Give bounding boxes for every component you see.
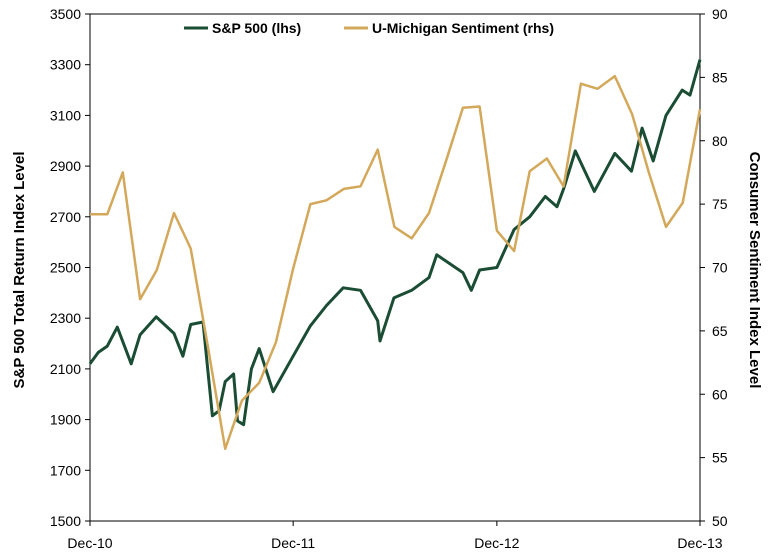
right-axis-title: Consumer Sentiment Index Level bbox=[746, 152, 763, 389]
x-tick-label: Dec-12 bbox=[474, 535, 519, 551]
legend: S&P 500 (lhs) U-Michigan Sentiment (rhs) bbox=[184, 20, 554, 36]
right-tick-label: 75 bbox=[712, 196, 728, 212]
left-tick-label: 2300 bbox=[50, 310, 81, 326]
left-tick-label: 2700 bbox=[50, 209, 81, 225]
right-tick-label: 55 bbox=[712, 450, 728, 466]
plot-frame bbox=[89, 13, 701, 522]
left-tick-label: 3100 bbox=[50, 107, 81, 123]
left-tick-label: 2500 bbox=[50, 260, 81, 276]
right-tick-label: 80 bbox=[712, 133, 728, 149]
left-tick-label: 2900 bbox=[50, 158, 81, 174]
series-layer bbox=[88, 59, 702, 451]
left-tick-label: 3500 bbox=[50, 6, 81, 22]
right-tick-label: 50 bbox=[712, 513, 728, 529]
right-axis-ticks: 50 55 60 65 70 75 80 85 90 bbox=[700, 6, 728, 529]
left-tick-label: 1900 bbox=[50, 412, 81, 428]
legend-label-sp500: S&P 500 (lhs) bbox=[212, 20, 301, 36]
right-tick-label: 85 bbox=[712, 69, 728, 85]
x-tick-label: Dec-10 bbox=[67, 535, 112, 551]
right-tick-label: 60 bbox=[712, 386, 728, 402]
left-axis-title: S&P 500 Total Return Index Level bbox=[11, 151, 28, 388]
sp500-line bbox=[88, 59, 702, 427]
right-tick-label: 90 bbox=[712, 6, 728, 22]
right-tick-label: 70 bbox=[712, 260, 728, 276]
left-tick-label: 3300 bbox=[50, 57, 81, 73]
plot-area-border bbox=[89, 13, 701, 522]
x-tick-label: Dec-13 bbox=[677, 535, 722, 551]
left-tick-label: 1700 bbox=[50, 462, 81, 478]
x-tick-label: Dec-11 bbox=[271, 535, 315, 551]
left-tick-label: 1500 bbox=[50, 513, 81, 529]
left-axis-ticks: 1500 1700 1900 2100 2300 2500 2700 2900 3100 3300… bbox=[50, 6, 90, 529]
sentiment-line bbox=[90, 74, 702, 451]
x-axis-ticks: Dec-10 Dec-11 Dec-12 Dec-13 bbox=[67, 521, 723, 551]
left-tick-label: 2100 bbox=[50, 361, 81, 377]
legend-label-sentiment: U-Michigan Sentiment (rhs) bbox=[372, 20, 554, 36]
right-tick-label: 65 bbox=[712, 323, 728, 339]
